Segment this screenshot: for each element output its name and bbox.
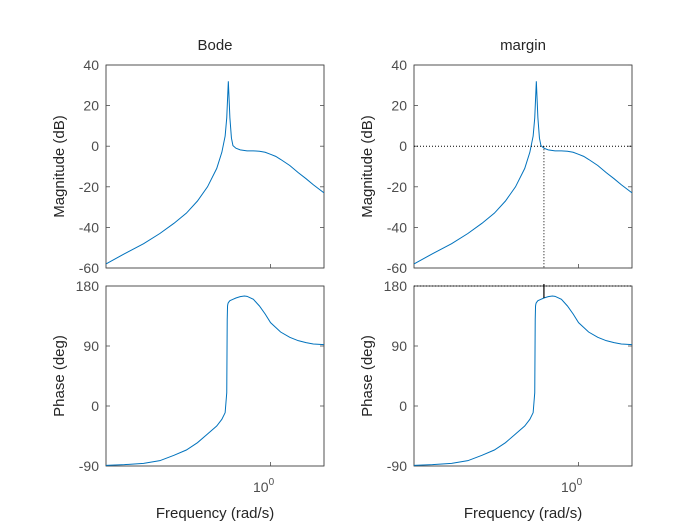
bode-xlabel: Frequency (rad/s) [156, 505, 274, 522]
bode-phase-frame [105, 285, 325, 467]
margin-magnitude-frame [413, 64, 633, 269]
margin-phase-ytick-label: 180 [384, 278, 408, 294]
margin-xtick-exponent: 0 [577, 477, 583, 488]
margin-mag-ytick-label: 40 [391, 57, 407, 73]
bode-magnitude-frame [105, 64, 325, 269]
bode-mag-ytick-label: -40 [79, 219, 99, 235]
margin-mag-ytick-label: 20 [391, 98, 407, 114]
margin-magnitude-line [414, 81, 632, 265]
bode-xtick-base: 10 [253, 479, 269, 495]
margin-xtick-label: 100 [561, 477, 583, 495]
margin-phase-ytick-label: 0 [399, 398, 407, 414]
bode-phase-ylabel: Phase (deg) [51, 335, 68, 417]
bode-magnitude-ylabel: Magnitude (dB) [51, 115, 68, 218]
bode-mag-ytick-label: 40 [83, 57, 99, 73]
margin-title: margin [500, 37, 546, 54]
bode-magnitude-axes: -60 -40 -20 0 20 40 Magnitude (dB) [51, 57, 325, 276]
bode-phase-line [106, 295, 324, 466]
bode-mag-ytick-label: -60 [79, 260, 99, 276]
margin-phase-line [414, 295, 632, 466]
bode-xtick-label: 100 [253, 477, 275, 495]
bode-magnitude-line [106, 81, 324, 265]
margin-mag-ytick-label: -60 [387, 260, 407, 276]
margin-phase-ylabel: Phase (deg) [359, 335, 376, 417]
margin-xlabel: Frequency (rad/s) [464, 505, 582, 522]
margin-xtick-base: 10 [561, 479, 577, 495]
bode-phase-ytick-label: 180 [76, 278, 100, 294]
margin-phase-ytick-label: -90 [387, 458, 407, 474]
bode-phase-ytick-label: 90 [83, 338, 99, 354]
margin-mag-ytick-label: -40 [387, 219, 407, 235]
margin-magnitude-ylabel: Magnitude (dB) [359, 115, 376, 218]
margin-phase-frame [413, 285, 633, 467]
bode-mag-ytick-label: 0 [91, 138, 99, 154]
bode-mag-ytick-label: 20 [83, 98, 99, 114]
bode-mag-ytick-label: -20 [79, 179, 99, 195]
bode-title: Bode [197, 37, 232, 54]
margin-magnitude-axes: -60 -40 -20 0 20 40 Magnitude (dB) [359, 57, 633, 276]
bode-phase-ytick-label: 0 [91, 398, 99, 414]
bode-xtick-exponent: 0 [269, 477, 275, 488]
margin-mag-ytick-label: -20 [387, 179, 407, 195]
bode-phase-ytick-label: -90 [79, 458, 99, 474]
margin-mag-ytick-label: 0 [399, 138, 407, 154]
margin-phase-ytick-label: 90 [391, 338, 407, 354]
